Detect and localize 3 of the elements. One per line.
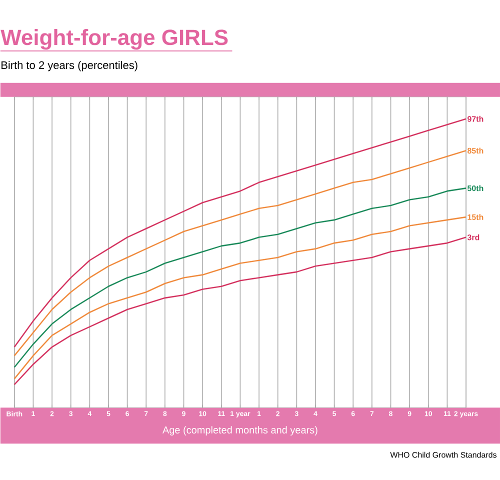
chart-subtitle: Birth to 2 years (percentiles) — [2, 61, 138, 72]
x-axis-title: Age (completed months and years) — [162, 426, 318, 436]
chart-title: Weight-for-age GIRLS — [0, 29, 228, 50]
